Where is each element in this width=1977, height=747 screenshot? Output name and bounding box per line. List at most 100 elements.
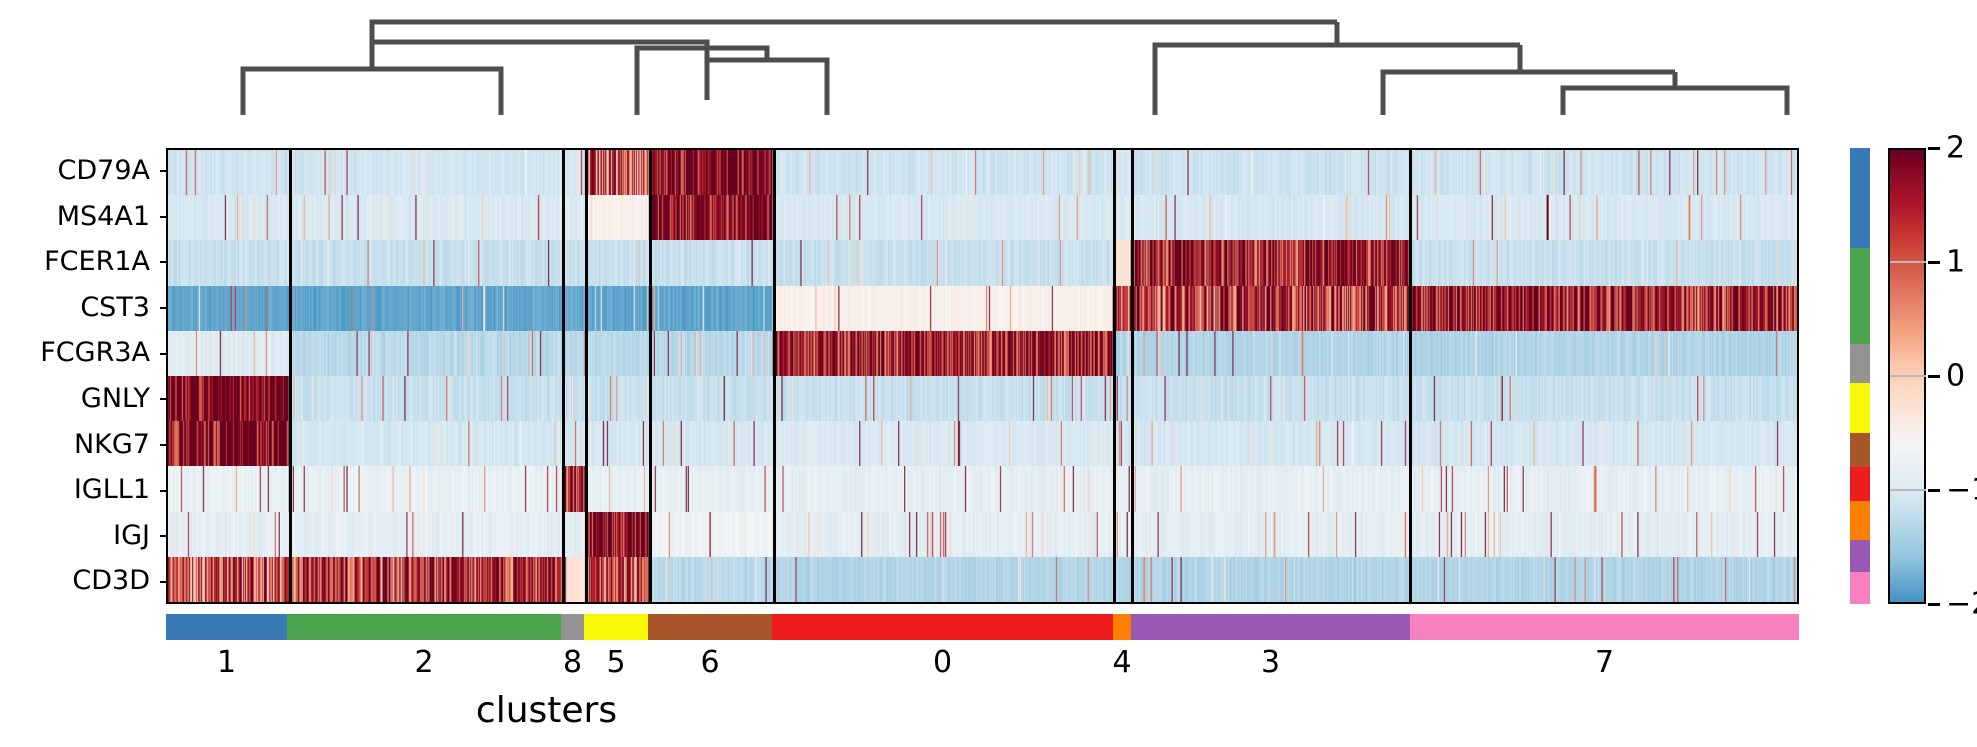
cluster-legend-segment-8	[1850, 344, 1870, 383]
row-label-nkg7: NKG7	[73, 428, 150, 460]
colorbar-label-0: 0	[1946, 358, 1966, 394]
cluster-legend-strip	[1850, 148, 1870, 604]
cluster-legend-segment-7	[1850, 572, 1870, 604]
row-tick	[160, 581, 166, 583]
row-tick	[160, 490, 166, 492]
cluster-color-segment-3[interactable]	[1130, 614, 1410, 640]
cluster-separator-line	[1112, 150, 1116, 602]
cluster-legend-segment-3	[1850, 540, 1870, 572]
heatmap-row-canvas	[168, 330, 1797, 376]
heatmap-row-canvas	[168, 375, 1797, 422]
colorbar-tick	[1928, 374, 1940, 378]
row-label-igll1: IGLL1	[73, 474, 150, 506]
dendro-link-left-root	[369, 19, 627, 42]
row-label-cd79a: CD79A	[57, 155, 150, 186]
cluster-separator-line	[1408, 150, 1412, 602]
cluster-color-segment-1[interactable]	[166, 614, 287, 640]
cluster-label-2: 2	[414, 645, 434, 680]
cluster-label-5: 5	[606, 645, 626, 680]
row-tick	[160, 261, 166, 263]
heatmap-row-fcgr3a	[168, 330, 1797, 376]
dendro-link-3-7	[1560, 85, 1790, 115]
cluster-color-segment-2[interactable]	[287, 614, 561, 640]
colorbar-minor-rule	[1890, 375, 1926, 377]
cluster-label-6: 6	[700, 645, 720, 680]
cluster-legend-segment-6	[1850, 432, 1870, 468]
heatmap-row-canvas	[168, 511, 1797, 557]
heatmap-row-cd79a	[168, 150, 1797, 196]
heatmap-row-fcer1a	[168, 240, 1797, 286]
colorbar-label-neg1: −1	[1946, 472, 1977, 508]
cluster-label-8: 8	[562, 645, 583, 680]
row-label-column: CD79A MS4A1 FCER1A CST3 FCGR3A GNLY NKG7…	[0, 148, 166, 604]
row-label-fcgr3a: FCGR3A	[40, 337, 150, 369]
dendro-link-5-6	[704, 57, 830, 115]
cluster-separator-line	[584, 150, 588, 602]
colorbar-label-neg2: −2	[1946, 586, 1977, 622]
cluster-legend-segment-5	[1850, 382, 1870, 433]
row-tick	[160, 398, 166, 400]
heatmap-row-canvas	[168, 466, 1797, 512]
heatmap-area	[166, 148, 1799, 604]
heatmap-row-ms4a1	[168, 195, 1797, 241]
colorbar-tick	[1928, 602, 1940, 606]
heatmap-row-canvas	[168, 556, 1797, 602]
row-label-cd3d: CD3D	[72, 565, 150, 597]
row-label-fcer1a: FCER1A	[44, 246, 150, 278]
cluster-separator-line	[1130, 150, 1134, 602]
cluster-legend-segment-0	[1850, 467, 1870, 502]
heatmap-row-canvas	[168, 150, 1797, 196]
cluster-label-7: 7	[1594, 645, 1615, 680]
cluster-legend-segment-4	[1850, 501, 1870, 541]
cluster-color-segment-0[interactable]	[772, 614, 1113, 640]
row-label-cst3: CST3	[80, 291, 150, 323]
cluster-color-segment-8[interactable]	[561, 614, 584, 640]
dendro-link-0-right	[1152, 42, 1520, 115]
colorbar-label-2: 2	[1946, 130, 1966, 166]
heatmap-row-igj	[168, 511, 1797, 557]
cluster-separator-line	[648, 150, 652, 602]
row-tick	[160, 170, 166, 172]
x-axis-title: clusters	[475, 690, 618, 731]
heatmap-row-cd3d	[168, 556, 1797, 602]
heatmap-row-canvas	[168, 195, 1797, 241]
cluster-color-strip	[166, 614, 1799, 640]
dendro-link-4-37	[1380, 69, 1675, 115]
cluster-separator-line	[772, 150, 776, 602]
cluster-label-1: 1	[216, 645, 237, 680]
heatmap-row-gnly	[168, 375, 1797, 422]
row-label-ms4a1: MS4A1	[56, 200, 150, 232]
row-tick	[160, 216, 166, 218]
cluster-label-0: 0	[932, 645, 953, 680]
cluster-color-segment-5[interactable]	[584, 614, 648, 640]
cluster-color-segment-6[interactable]	[648, 614, 772, 640]
heatmap-row-igll1	[168, 466, 1797, 512]
cluster-label-3: 3	[1260, 645, 1281, 680]
row-label-gnly: GNLY	[80, 383, 150, 414]
cluster-color-segment-4[interactable]	[1113, 614, 1131, 640]
dendro-link-1-2	[240, 66, 504, 115]
row-tick	[160, 307, 166, 309]
colorbar-label-1: 1	[1946, 244, 1966, 280]
row-label-igj: IGJ	[113, 519, 150, 551]
colorbar-tick	[1928, 260, 1940, 264]
heatmap-row-canvas	[168, 240, 1797, 286]
cluster-legend-segment-1	[1850, 148, 1870, 249]
cluster-color-segment-7[interactable]	[1409, 614, 1799, 640]
dendrogram	[240, 19, 1790, 115]
cluster-separator-line	[288, 150, 292, 602]
dendro-link-8-56	[634, 45, 770, 115]
heatmap-row-cst3	[168, 285, 1797, 331]
colorbar-tick	[1928, 488, 1940, 492]
colorbar-tick	[1928, 146, 1940, 150]
heatmap-row-nkg7	[168, 421, 1797, 467]
cluster-legend-segment-2	[1850, 248, 1870, 345]
cluster-label-4: 4	[1112, 645, 1132, 680]
heatmap-row-canvas	[168, 285, 1797, 331]
colorbar-minor-rule	[1890, 261, 1926, 263]
colorbar: 2 1 0 −1 −2	[1888, 131, 1977, 622]
row-tick	[160, 353, 166, 355]
cluster-separator-line	[562, 150, 566, 602]
